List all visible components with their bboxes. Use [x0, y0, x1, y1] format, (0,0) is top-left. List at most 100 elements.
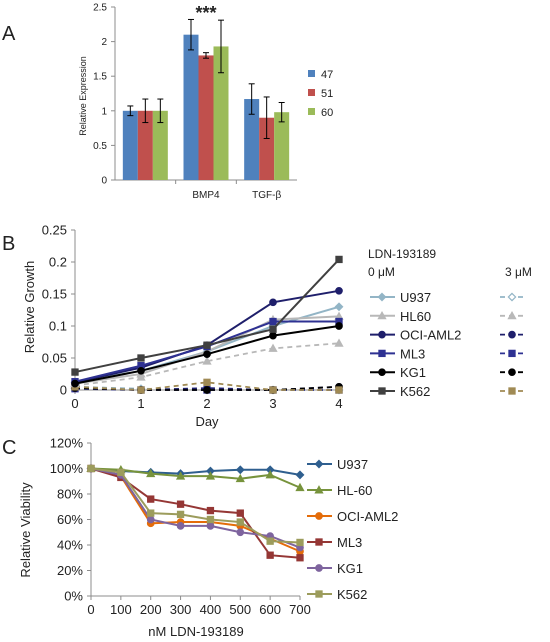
panel-b-point — [71, 379, 79, 388]
panel-b-x-tick-label: 1 — [137, 396, 144, 411]
panel-c-legend-marker — [315, 538, 323, 546]
panel-b-point — [335, 322, 343, 330]
panel-c-point — [265, 470, 275, 479]
panel-b-y-axis-label: Relative Growth — [22, 261, 37, 353]
panel-b-series-line — [74, 289, 340, 384]
panel-b-x-axis-label: Day — [195, 414, 219, 429]
panel-c-point — [146, 468, 156, 478]
panel-c-point — [147, 509, 155, 517]
panel-c-legend-marker — [314, 459, 324, 469]
panel-b-point — [269, 331, 277, 340]
panel-b-treated-point — [268, 343, 278, 352]
panel-c-point — [206, 515, 215, 524]
panel-b-legend-treated-marker — [508, 368, 516, 377]
panel-c-y-axis-label: Relative Viability — [18, 482, 33, 578]
panel-b: B Relative Growth Day LDN-193189 0 μM 3 … — [2, 223, 532, 430]
panel-b-y-tick-label: 0.25 — [42, 223, 67, 238]
panel-b-legend-marker — [377, 292, 387, 302]
panel-a-bar — [183, 34, 199, 181]
panel-c-y-tick-label: 20% — [57, 563, 83, 578]
panel-a-y-tick-label: 1.5 — [93, 72, 107, 83]
panel-c-y-tick-label: 100% — [50, 461, 84, 476]
panel-b-legend-marker — [377, 310, 387, 320]
panel-b-x-tick-label: 2 — [203, 396, 210, 411]
panel-b-y-tick-label: 0.05 — [42, 351, 67, 366]
panel-b-legend-marker — [378, 330, 386, 339]
panel-b-legend-title: LDN-193189 — [368, 247, 436, 261]
panel-b-treated-point — [334, 338, 344, 347]
panel-b-point — [137, 354, 145, 362]
panel-a-y-tick-label: 0.5 — [93, 141, 107, 152]
panel-c-point — [117, 468, 125, 476]
panel-b-x-tick-label: 3 — [269, 396, 276, 411]
panel-a-y-tick-label: 1 — [101, 106, 107, 117]
panel-a-bar — [152, 110, 168, 180]
panel-b-point — [269, 325, 277, 333]
panel-b-treated-series-line — [74, 385, 340, 391]
panel-b-legend-treated-marker — [508, 330, 516, 339]
panel-c-series-line — [90, 467, 301, 489]
panel-c-y-tick-label: 60% — [57, 512, 83, 527]
panel-b-legend-label: KG1 — [400, 365, 426, 380]
panel-a-bar — [213, 46, 229, 180]
panel-b-point — [335, 286, 343, 295]
panel-a-legend-swatch — [308, 108, 315, 115]
panel-b-y-tick-label: 0 — [60, 383, 67, 398]
panel-b-point — [269, 317, 277, 326]
panel-a-y-tick-label: 2.5 — [93, 3, 107, 14]
panel-c-series-line — [90, 467, 301, 549]
panel-a-bar — [137, 110, 153, 180]
panel-b-x-tick-label: 4 — [335, 396, 342, 411]
panel-c-x-tick-label: 100 — [110, 602, 132, 617]
panel-c-point — [266, 551, 274, 559]
panel-a-y-tick-label: 2 — [101, 37, 107, 48]
panel-c-point — [206, 506, 215, 515]
panel-c-legend-label: OCI-AML2 — [337, 509, 398, 524]
panel-c-point — [147, 495, 155, 503]
panel-b-legend-treated-marker — [508, 349, 516, 358]
panel-c-point — [205, 471, 216, 480]
panel-b-legend-label: HL60 — [400, 309, 431, 324]
panel-b-legend-label: ML3 — [400, 346, 425, 361]
panel-c-legend-label: HL-60 — [337, 483, 372, 498]
panel-c-point — [176, 522, 185, 530]
panel-b-legend-marker — [378, 387, 386, 395]
panel-c-x-tick-label: 500 — [229, 602, 251, 617]
panel-b-legend-treated-marker — [507, 292, 517, 302]
panel-c-label: C — [2, 437, 16, 459]
panel-c-legend-marker — [314, 485, 324, 494]
panel-c-y-tick-label: 40% — [57, 538, 83, 553]
panel-c-y-tick-label: 120% — [50, 436, 84, 451]
panel-c: C Relative Viability nM LDN-193189 0% 20%… — [2, 436, 398, 640]
panel-b-treated-point — [202, 356, 212, 365]
panel-c-point — [235, 465, 245, 475]
panel-a-x-tick-label: TGF-β — [252, 190, 281, 201]
panel-b-legend-col1-header: 0 μM — [368, 265, 395, 279]
panel-b-legend-col2-header: 3 μM — [505, 265, 532, 279]
panel-c-legend-label: K562 — [337, 587, 367, 602]
panel-c-point — [295, 482, 305, 492]
panel-b-legend-label: K562 — [400, 384, 430, 399]
panel-b-treated-point — [335, 386, 343, 394]
panel-c-point — [296, 554, 304, 562]
panel-b-point — [203, 341, 211, 349]
panel-c-x-tick-label: 300 — [170, 602, 192, 617]
panel-b-legend-marker — [378, 368, 386, 377]
panel-c-point — [236, 518, 244, 526]
panel-c-point — [176, 510, 185, 519]
panel-b-legend-marker — [378, 349, 386, 358]
panel-c-x-tick-label: 600 — [259, 602, 281, 617]
panel-b-point — [335, 255, 343, 264]
panel-a-legend-label: 47 — [321, 69, 333, 81]
panel-b-point — [203, 350, 211, 359]
panel-a-bar — [259, 117, 275, 180]
panel-a-significance-label: *** — [195, 3, 216, 23]
panel-b-y-tick-label: 0.1 — [49, 319, 67, 334]
panel-a-legend-label: 60 — [321, 107, 333, 119]
panel-c-point — [146, 515, 155, 524]
panel-b-point — [137, 366, 145, 375]
panel-a-legend-swatch — [308, 89, 315, 96]
panel-b-legend-treated-marker — [507, 310, 517, 320]
panel-c-point — [206, 522, 215, 530]
panel-c-point — [175, 471, 186, 480]
